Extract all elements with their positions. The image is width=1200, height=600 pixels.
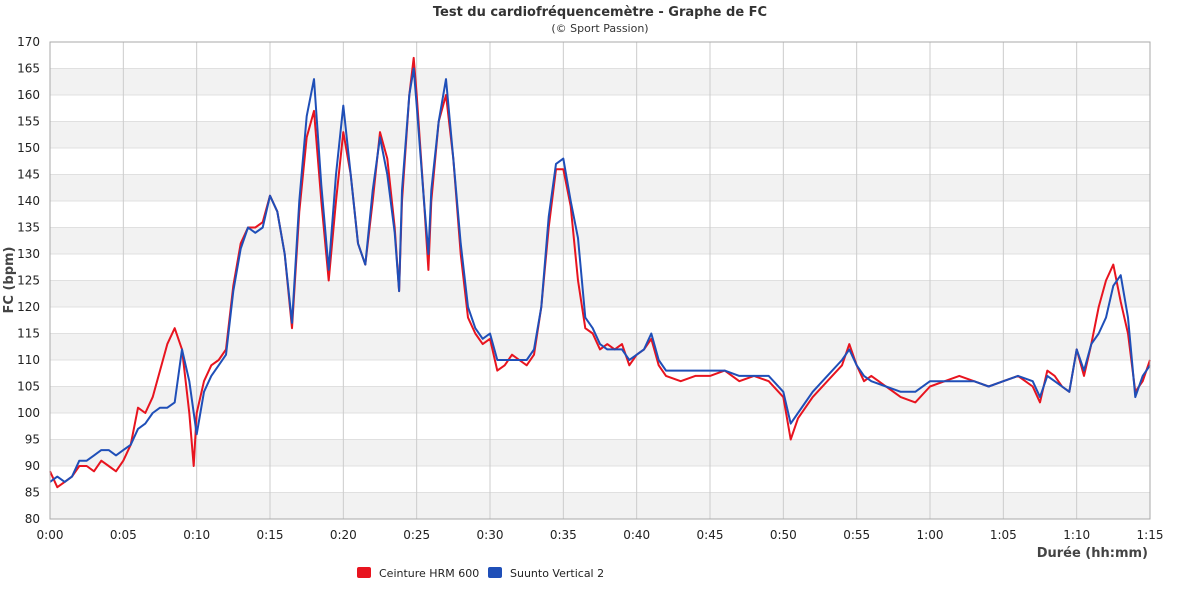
x-tick-label: 0:25 [403,528,430,542]
x-tick-label: 0:50 [770,528,797,542]
x-axis-title: Durée (hh:mm) [1037,546,1148,561]
grid-band [50,333,1150,360]
plot-frame [49,41,1151,520]
legend-swatch-series-2 [488,567,502,578]
x-tick-label: 0:05 [110,528,137,542]
grid-band [50,280,1150,307]
y-tick-label: 115 [17,327,40,341]
series-line-2 [49,67,1151,483]
y-tick-label: 95 [25,433,40,447]
legend-label-series-1: Ceinture HRM 600 [379,567,479,580]
x-tick-label: 0:10 [183,528,210,542]
grid-band [50,68,1150,95]
y-tick-label: 110 [17,353,40,367]
grid-band [50,386,1150,413]
x-tick-label: 0:40 [623,528,650,542]
x-tick-label: 0:55 [843,528,870,542]
y-axis-title: FC (bpm) [2,247,17,314]
x-tick-label: 1:10 [1063,528,1090,542]
plot-bands [50,68,1150,519]
x-tick-label: 0:35 [550,528,577,542]
y-tick-label: 120 [17,300,40,314]
y-tick-label: 90 [25,459,40,473]
legend-swatch-series-1 [357,567,371,578]
x-axis-ticks: 0:00 0:05 0:10 0:15 0:20 0:25 0:30 0:35 0:40 0:45… [37,528,1164,542]
x-tick-label: 0:45 [697,528,724,542]
y-tick-label: 105 [17,380,40,394]
series-layer [49,56,1151,489]
grid-band [50,492,1150,519]
y-tick-label: 125 [17,274,40,288]
grid-band [50,439,1150,466]
y-tick-label: 160 [17,88,40,102]
chart-title: Test du cardiofréquencemètre - Graphe de… [433,5,767,20]
grid-band [50,174,1150,201]
legend-label-series-2: Suunto Vertical 2 [510,567,604,580]
grid-band [50,121,1150,148]
x-tick-label: 0:30 [477,528,504,542]
y-tick-label: 80 [25,512,40,526]
y-tick-label: 85 [25,486,40,500]
y-tick-label: 155 [17,115,40,129]
x-tick-label: 1:15 [1137,528,1164,542]
y-tick-label: 135 [17,221,40,235]
y-tick-label: 170 [17,35,40,49]
y-tick-label: 140 [17,194,40,208]
y-tick-label: 150 [17,141,40,155]
y-tick-label: 100 [17,406,40,420]
x-tick-label: 0:00 [37,528,64,542]
x-tick-label: 0:15 [257,528,284,542]
legend: Ceinture HRM 600 Suunto Vertical 2 [357,567,604,580]
x-tick-label: 1:00 [917,528,944,542]
chart-subtitle: (© Sport Passion) [551,22,648,35]
y-tick-label: 145 [17,168,40,182]
grid-band [50,227,1150,254]
y-axis-ticks: 80 85 90 95 100 105 110 115 120 125 130 135 140 145 15… [17,35,40,526]
x-tick-label: 1:05 [990,528,1017,542]
y-tick-label: 165 [17,62,40,76]
y-tick-label: 130 [17,247,40,261]
x-tick-label: 0:20 [330,528,357,542]
